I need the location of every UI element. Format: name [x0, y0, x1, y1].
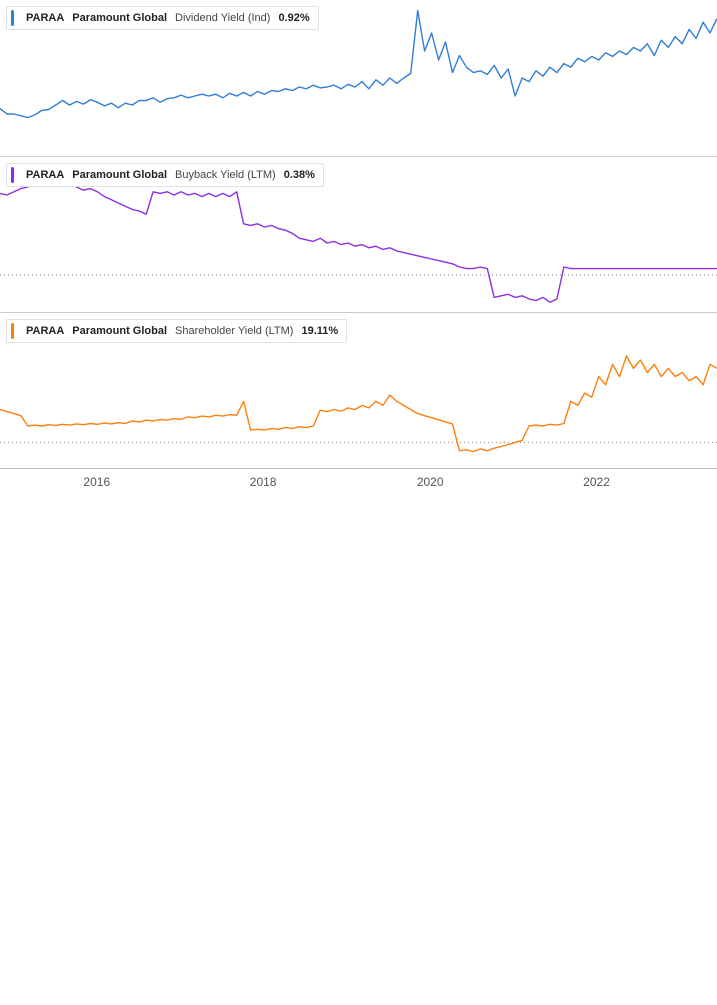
- series-line-shareholder-yield: [0, 356, 717, 452]
- legend-company: Paramount Global: [72, 12, 167, 24]
- series-line-buyback-yield: [0, 179, 717, 302]
- panel-shareholder-yield: PARAA Paramount Global Shareholder Yield (…: [0, 312, 717, 468]
- legend-color-bar: [11, 10, 14, 26]
- legend-color-bar: [11, 167, 14, 183]
- legend-value: 0.38%: [284, 169, 315, 181]
- legend-shareholder-yield: PARAA Paramount Global Shareholder Yield (…: [6, 319, 347, 343]
- panel-dividend-yield: PARAA Paramount Global Dividend Yield (Ind…: [0, 0, 717, 156]
- legend-ticker: PARAA: [26, 12, 64, 24]
- x-tick: 2020: [417, 475, 444, 489]
- legend-dividend-yield: PARAA Paramount Global Dividend Yield (Ind…: [6, 6, 319, 30]
- legend-metric: Dividend Yield (Ind): [175, 12, 270, 24]
- legend-company: Paramount Global: [72, 325, 167, 337]
- legend-company: Paramount Global: [72, 169, 167, 181]
- legend-buyback-yield: PARAA Paramount Global Buyback Yield (LTM)…: [6, 163, 324, 187]
- legend-metric: Buyback Yield (LTM): [175, 169, 276, 181]
- legend-ticker: PARAA: [26, 325, 64, 337]
- x-tick: 2022: [583, 475, 610, 489]
- legend-ticker: PARAA: [26, 169, 64, 181]
- legend-color-bar: [11, 323, 14, 339]
- chart-container: PARAA Paramount Global Dividend Yield (Ind…: [0, 0, 717, 498]
- x-axis: 2016 2018 2020 2022: [0, 468, 717, 498]
- x-tick: 2016: [83, 475, 110, 489]
- legend-value: 0.92%: [278, 12, 309, 24]
- legend-value: 19.11%: [301, 325, 338, 337]
- x-tick: 2018: [250, 475, 277, 489]
- legend-metric: Shareholder Yield (LTM): [175, 325, 293, 337]
- panel-buyback-yield: PARAA Paramount Global Buyback Yield (LTM)…: [0, 156, 717, 312]
